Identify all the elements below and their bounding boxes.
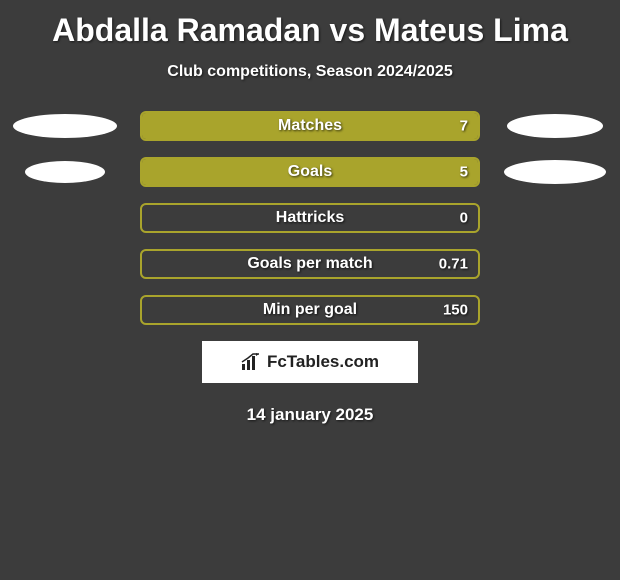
stat-bar: Goals 5 <box>140 157 480 187</box>
stat-bar: Goals per match 0.71 <box>140 249 480 279</box>
stat-label: Min per goal <box>263 301 357 319</box>
page-title: Abdalla Ramadan vs Mateus Lima <box>0 12 620 49</box>
player2-marker <box>504 160 606 184</box>
subtitle: Club competitions, Season 2024/2025 <box>0 63 620 81</box>
bar-slot: Matches 7 <box>120 111 500 141</box>
stat-value: 7 <box>460 118 468 135</box>
stat-row: Goals per match 0.71 <box>10 249 610 279</box>
stat-label: Hattricks <box>276 209 344 227</box>
vs-separator: vs <box>330 12 366 48</box>
source-badge: FcTables.com <box>202 341 418 383</box>
left-side <box>10 114 120 138</box>
stat-row: Matches 7 <box>10 111 610 141</box>
stat-row: Min per goal 150 <box>10 295 610 325</box>
bar-slot: Hattricks 0 <box>120 203 500 233</box>
left-side <box>10 161 120 183</box>
stat-row: Goals 5 <box>10 157 610 187</box>
stat-bar: Min per goal 150 <box>140 295 480 325</box>
bar-slot: Goals 5 <box>120 157 500 187</box>
date-label: 14 january 2025 <box>0 405 620 425</box>
player2-name: Mateus Lima <box>374 12 568 48</box>
stat-value: 150 <box>443 302 468 319</box>
stat-label: Goals <box>288 163 332 181</box>
stat-value: 5 <box>460 164 468 181</box>
stat-bar: Matches 7 <box>140 111 480 141</box>
player1-marker <box>13 114 117 138</box>
bar-slot: Min per goal 150 <box>120 295 500 325</box>
comparison-widget: Abdalla Ramadan vs Mateus Lima Club comp… <box>0 0 620 433</box>
stat-bar: Hattricks 0 <box>140 203 480 233</box>
right-side <box>500 114 610 138</box>
stat-value: 0.71 <box>439 256 468 273</box>
stat-value: 0 <box>460 210 468 227</box>
bar-slot: Goals per match 0.71 <box>120 249 500 279</box>
player1-marker <box>25 161 105 183</box>
right-side <box>500 160 610 184</box>
stats-chart: Matches 7 Goals 5 Hattricks 0 Goals per match 0… <box>0 111 620 325</box>
stat-row: Hattricks 0 <box>10 203 610 233</box>
player2-marker <box>507 114 603 138</box>
player1-name: Abdalla Ramadan <box>52 12 321 48</box>
chart-icon <box>241 353 261 371</box>
stat-label: Matches <box>278 117 342 135</box>
source-label: FcTables.com <box>267 352 379 372</box>
stat-label: Goals per match <box>247 255 372 273</box>
